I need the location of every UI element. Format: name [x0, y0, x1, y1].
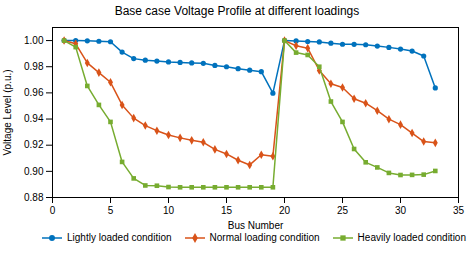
svg-text:0.88: 0.88	[24, 192, 44, 203]
svg-text:30: 30	[395, 205, 407, 216]
svg-text:0.96: 0.96	[24, 87, 44, 98]
svg-text:0.98: 0.98	[24, 61, 44, 72]
svg-text:0: 0	[50, 205, 56, 216]
svg-text:35: 35	[453, 205, 465, 216]
html-text:Lightly loaded condition: Lightly loaded condition	[67, 232, 172, 243]
svg-text:1.00: 1.00	[24, 35, 44, 46]
html-text:Heavily loaded condition: Heavily loaded condition	[357, 232, 466, 243]
svg-text:0.92: 0.92	[24, 139, 44, 150]
html-text:Base case Voltage Profile at d: Base case Voltage Profile at different l…	[114, 4, 360, 18]
svg-text:20: 20	[279, 205, 291, 216]
html-text:Normal loading condition: Normal loading condition	[209, 232, 320, 243]
svg-text:0.94: 0.94	[24, 113, 44, 124]
svg-text:10: 10	[163, 205, 175, 216]
svg-text:25: 25	[337, 205, 349, 216]
svg-text:15: 15	[221, 205, 233, 216]
svg-text:Bus Number: Bus Number	[228, 220, 284, 231]
svg-text:Voltage Level (p.u.): Voltage Level (p.u.)	[2, 69, 13, 155]
svg-text:5: 5	[108, 205, 114, 216]
svg-text:0.90: 0.90	[24, 166, 44, 177]
